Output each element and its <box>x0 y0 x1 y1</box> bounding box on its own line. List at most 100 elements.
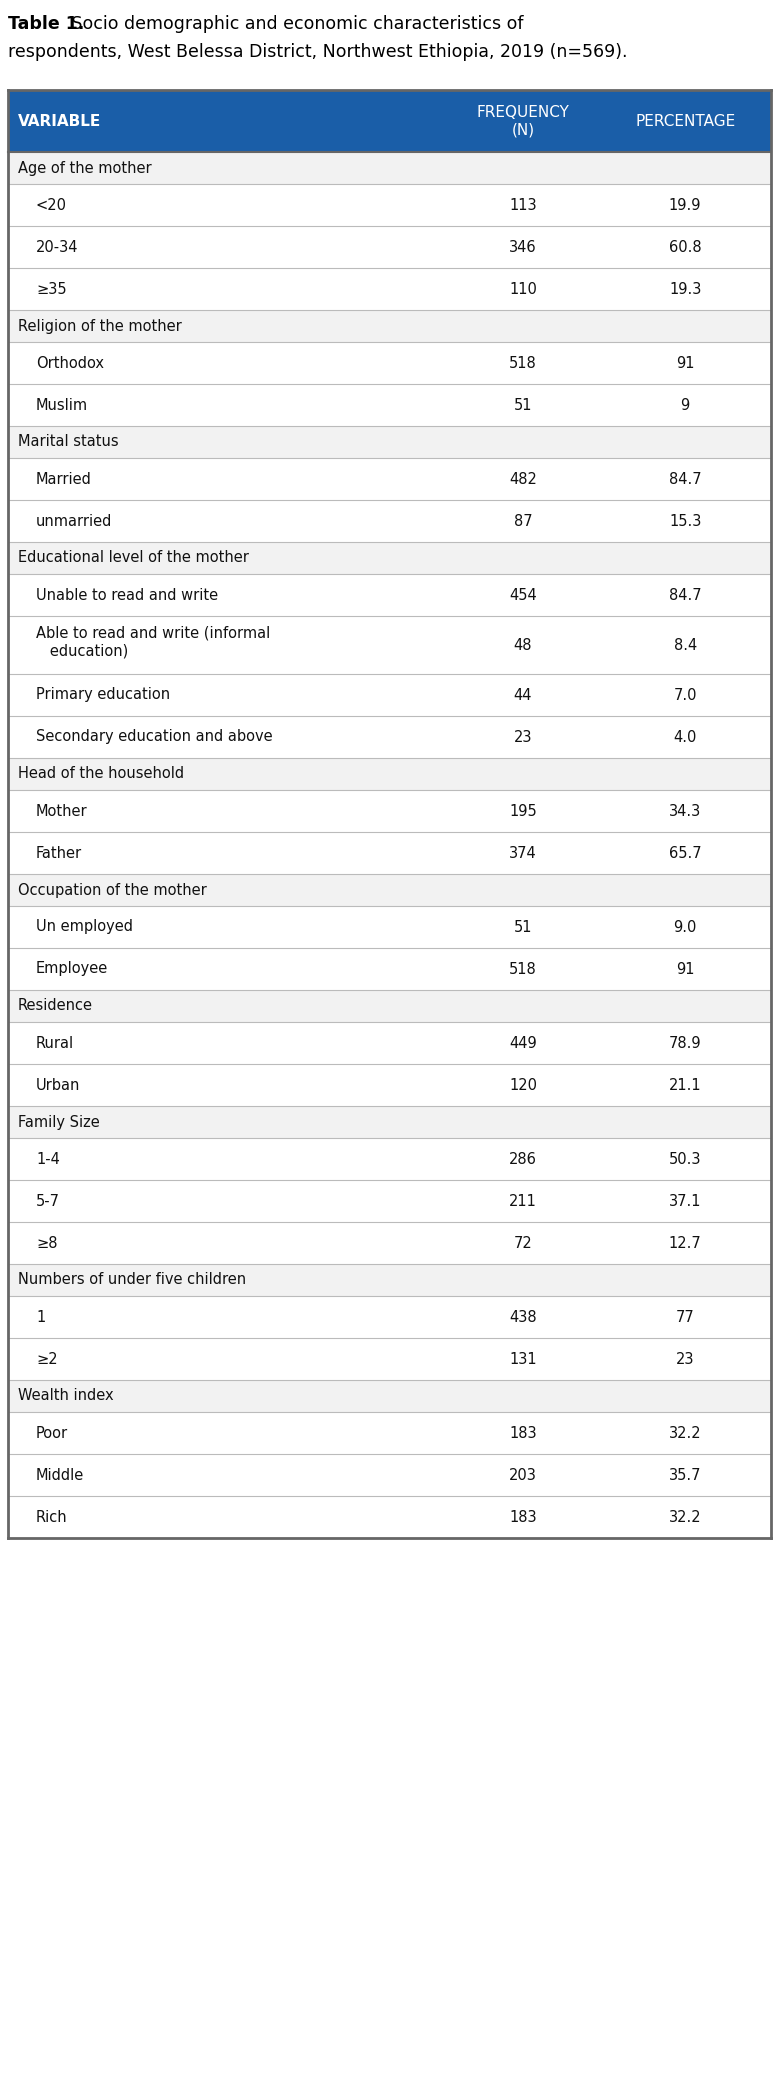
Text: Marital status: Marital status <box>18 435 118 449</box>
Text: 1-4: 1-4 <box>36 1151 60 1166</box>
Bar <box>8 269 771 311</box>
Text: 374: 374 <box>509 846 537 861</box>
Text: unmarried: unmarried <box>36 514 112 529</box>
Text: 183: 183 <box>509 1510 537 1525</box>
Text: 34.3: 34.3 <box>669 804 701 819</box>
Text: 286: 286 <box>509 1151 537 1166</box>
Text: 44: 44 <box>514 687 532 704</box>
Bar <box>8 573 771 615</box>
Bar <box>8 674 771 716</box>
Text: Unable to read and write: Unable to read and write <box>36 588 218 603</box>
Bar <box>8 1264 771 1296</box>
Text: Urban: Urban <box>36 1077 80 1092</box>
Text: 77: 77 <box>676 1310 695 1325</box>
Text: FREQUENCY
(N): FREQUENCY (N) <box>477 105 569 136</box>
Text: Able to read and write (informal
   education): Able to read and write (informal educati… <box>36 626 270 659</box>
Text: 518: 518 <box>509 355 537 370</box>
Text: Age of the mother: Age of the mother <box>18 160 152 176</box>
Bar <box>8 1023 771 1065</box>
Text: 5-7: 5-7 <box>36 1193 60 1208</box>
Bar <box>8 426 771 458</box>
Text: 1: 1 <box>36 1310 45 1325</box>
Text: Primary education: Primary education <box>36 687 170 704</box>
Text: 9: 9 <box>681 397 689 412</box>
Text: 91: 91 <box>676 355 694 370</box>
Text: Numbers of under five children: Numbers of under five children <box>18 1273 246 1287</box>
Text: 113: 113 <box>509 197 537 212</box>
Text: 454: 454 <box>509 588 537 603</box>
Text: 51: 51 <box>514 920 532 934</box>
Bar <box>8 542 771 573</box>
Text: 195: 195 <box>509 804 537 819</box>
Text: VARIABLE: VARIABLE <box>18 113 101 128</box>
Text: 87: 87 <box>513 514 532 529</box>
Text: 84.7: 84.7 <box>669 472 701 487</box>
Bar <box>8 1107 771 1138</box>
Text: <20: <20 <box>36 197 67 212</box>
Text: 7.0: 7.0 <box>673 687 697 704</box>
Text: 346: 346 <box>509 239 537 254</box>
Bar <box>8 790 771 832</box>
Text: Head of the household: Head of the household <box>18 766 184 781</box>
Text: 50.3: 50.3 <box>669 1151 701 1166</box>
Bar <box>8 90 771 151</box>
Bar <box>8 311 771 342</box>
Bar <box>8 342 771 384</box>
Text: Employee: Employee <box>36 962 108 977</box>
Text: 48: 48 <box>514 638 532 653</box>
Text: 20-34: 20-34 <box>36 239 79 254</box>
Text: respondents, West Belessa District, Northwest Ethiopia, 2019 (n=569).: respondents, West Belessa District, Nort… <box>8 42 628 61</box>
Text: Socio demographic and economic characteristics of: Socio demographic and economic character… <box>66 15 523 34</box>
Text: 78.9: 78.9 <box>669 1035 701 1050</box>
Text: 23: 23 <box>676 1352 694 1367</box>
Text: Mother: Mother <box>36 804 87 819</box>
Text: 32.2: 32.2 <box>669 1510 701 1525</box>
Bar <box>8 989 771 1023</box>
Text: Un employed: Un employed <box>36 920 133 934</box>
Text: 15.3: 15.3 <box>669 514 701 529</box>
Text: ≥2: ≥2 <box>36 1352 58 1367</box>
Text: 449: 449 <box>509 1035 537 1050</box>
Bar <box>8 384 771 426</box>
Text: 35.7: 35.7 <box>669 1468 701 1483</box>
Bar <box>8 1296 771 1338</box>
Bar <box>8 615 771 674</box>
Text: 183: 183 <box>509 1426 537 1441</box>
Text: 203: 203 <box>509 1468 537 1483</box>
Text: 84.7: 84.7 <box>669 588 701 603</box>
Text: Educational level of the mother: Educational level of the mother <box>18 550 249 565</box>
Bar <box>8 947 771 989</box>
Bar <box>8 227 771 269</box>
Text: 51: 51 <box>514 397 532 412</box>
Text: Table 1.: Table 1. <box>8 15 84 34</box>
Text: Orthodox: Orthodox <box>36 355 104 370</box>
Bar <box>8 716 771 758</box>
Text: Wealth index: Wealth index <box>18 1388 114 1403</box>
Text: 482: 482 <box>509 472 537 487</box>
Text: 32.2: 32.2 <box>669 1426 701 1441</box>
Bar <box>8 1380 771 1411</box>
Bar <box>8 874 771 905</box>
Text: 23: 23 <box>514 729 532 746</box>
Bar <box>8 1138 771 1180</box>
Text: Family Size: Family Size <box>18 1115 100 1130</box>
Text: 9.0: 9.0 <box>674 920 697 934</box>
Text: Residence: Residence <box>18 998 93 1014</box>
Bar <box>8 151 771 185</box>
Text: Rich: Rich <box>36 1510 68 1525</box>
Text: Muslim: Muslim <box>36 397 88 412</box>
Text: 19.9: 19.9 <box>669 197 701 212</box>
Bar <box>8 1411 771 1453</box>
Text: Religion of the mother: Religion of the mother <box>18 319 182 334</box>
Text: Occupation of the mother: Occupation of the mother <box>18 882 206 897</box>
Text: ≥35: ≥35 <box>36 281 67 296</box>
Text: 21.1: 21.1 <box>669 1077 701 1092</box>
Bar <box>8 1065 771 1107</box>
Bar <box>8 1338 771 1380</box>
Text: 120: 120 <box>509 1077 537 1092</box>
Text: Father: Father <box>36 846 82 861</box>
Text: 12.7: 12.7 <box>669 1235 702 1250</box>
Text: Married: Married <box>36 472 92 487</box>
Bar <box>8 1495 771 1537</box>
Bar <box>8 1453 771 1495</box>
